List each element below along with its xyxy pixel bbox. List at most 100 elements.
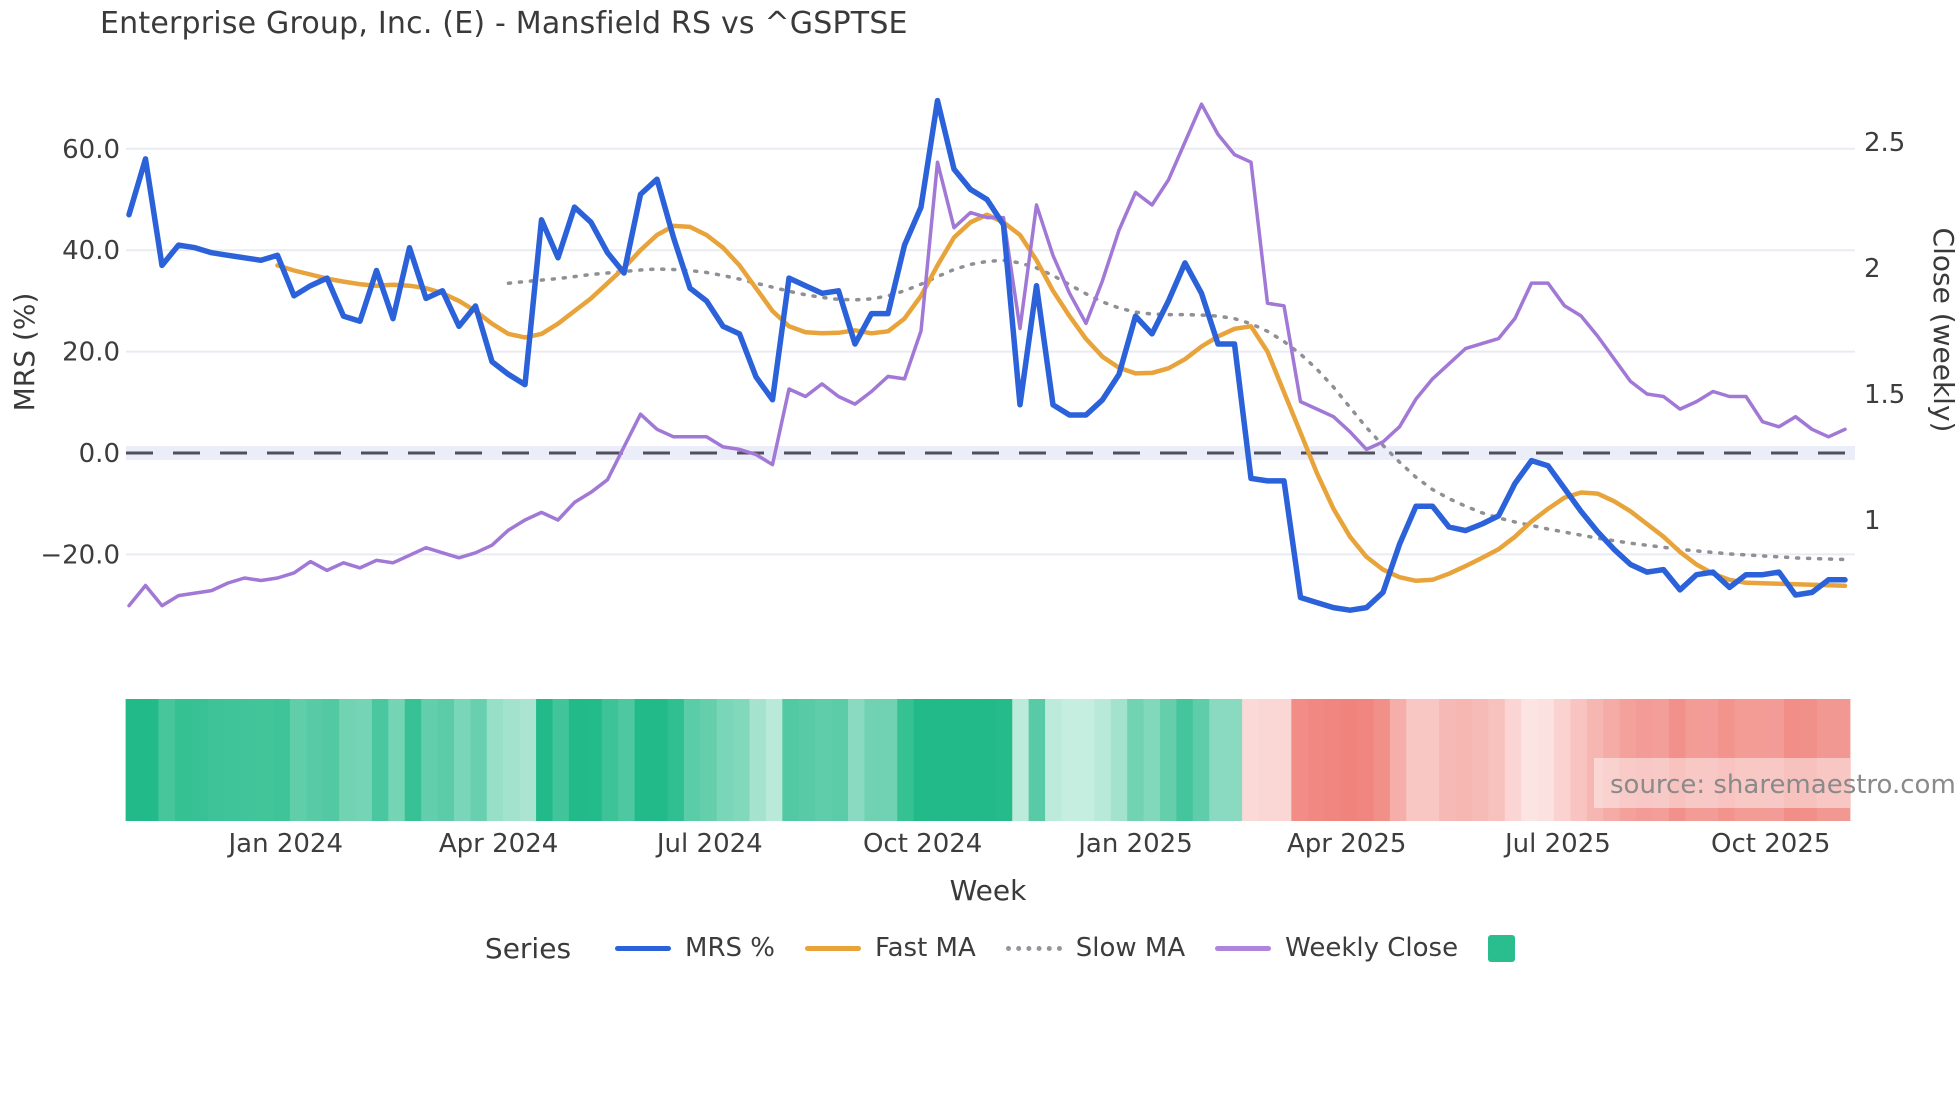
chart-canvas: 60.0 40.0 20.0 0.0 −20.0 2.5 2 1.5 1 Jan 2024 Apr … [8,97,1960,907]
heatmap-cell [601,699,619,821]
heatmap-cell [142,699,160,821]
heatmap-cell [1209,699,1227,821]
heatmap-cell [1504,699,1523,821]
legend-item-label: Slow MA [1075,933,1186,963]
heatmap-cell [618,699,636,821]
heatmap-cell [913,699,931,821]
heatmap-cell [995,699,1014,821]
heatmap-cell [207,699,225,821]
mrs--line [126,97,1848,613]
heatmap-cell [585,699,603,821]
heatmap-swatch-icon [1488,934,1516,962]
legend-title: Series [484,931,572,965]
y-left-tick-label: 60.0 [62,135,120,165]
heatmap-cell [1783,699,1802,821]
heatmap-cell [1094,699,1112,821]
heatmap-cell [1258,699,1276,821]
heatmap-cell [1357,699,1375,821]
heatmap-strip [125,699,1851,821]
heatmap-cell [1127,699,1145,821]
heatmap-cell [1701,699,1720,821]
heatmap-cell [1800,699,1818,821]
heatmap-cell [1225,699,1243,821]
heatmap-cell [1110,699,1128,821]
x-tick-label: Jul 2024 [655,829,763,859]
heatmap-cell [1488,699,1506,821]
heatmap-cell [306,699,324,821]
heatmap-cell [864,699,882,821]
x-tick-label: Jul 2025 [1503,829,1611,859]
heatmap-cell [1291,699,1309,821]
heatmap-cell [880,699,899,821]
legend-item-heatmap [1488,934,1516,962]
heatmap-cell [1324,699,1342,821]
heatmap-cell [1061,699,1079,821]
heatmap-cell [404,699,422,821]
y-left-tick-label: 40.0 [62,236,120,266]
chart-title: Enterprise Group, Inc. (E) - Mansfield R… [100,6,908,41]
heatmap-cell [1751,699,1769,821]
heatmap-cell [848,699,866,821]
heatmap-cell [733,699,751,821]
legend-item-label: Fast MA [875,933,976,963]
heatmap-cell [1521,699,1539,821]
legend: Series MRS % Fast MA Slow MA Weekly Clos… [80,922,1920,974]
heatmap-cell [962,699,981,821]
x-tick-label: Apr 2024 [439,829,558,859]
heatmap-cell [240,699,258,821]
source-note-backdrop [1594,758,1850,808]
heatmap-cell [897,699,915,821]
heatmap-cell [1439,699,1457,821]
series-lines [126,97,1848,613]
heatmap-cell [339,699,357,821]
mrs-line-swatch-icon [615,945,672,951]
heatmap-cell [1816,699,1834,821]
heatmap-cell [1373,699,1391,821]
heatmap-cell [1406,699,1424,821]
y-left-tick-label: 0.0 [79,439,120,469]
heatmap-cell [1077,699,1096,821]
heatmap-cell [1160,699,1178,821]
heatmap-cell [798,699,816,821]
x-tick-label: Apr 2025 [1287,829,1406,859]
y-right-tick-label: 2 [1864,254,1881,284]
heatmap-cell [1274,699,1293,821]
heatmap-cell [519,699,537,821]
heatmap-cell [289,699,308,821]
heatmap-cell [355,699,373,821]
heatmap-cell [1143,699,1161,821]
heatmap-cell [437,699,455,821]
heatmap-cell [1734,699,1752,821]
heatmap-cell [1668,699,1687,821]
fast-ma-line [275,212,1848,589]
heatmap-cell [125,699,143,821]
heatmap-cell [1603,699,1621,821]
heatmap-cell [1685,699,1703,821]
x-axis-title: Week [950,874,1027,907]
x-tick-label: Oct 2025 [1711,829,1830,859]
heatmap-cell [815,699,833,821]
heatmap-cell [634,699,652,821]
heatmap-cell [273,699,291,821]
heatmap-cell [191,699,209,821]
heatmap-cell [158,699,176,821]
heatmap-cell [1307,699,1325,821]
heatmap-cell [1045,699,1063,821]
heatmap-cell [224,699,242,821]
legend-item-weekly-close: Weekly Close [1215,933,1458,963]
x-tick-label: Jan 2024 [226,829,343,859]
source-note: source: sharemaestro.com [1610,770,1956,800]
weekly-close-line-swatch-icon [1215,945,1272,951]
weekly-close-line [127,102,1847,608]
heatmap-cell [568,699,587,821]
heatmap-cell [765,699,784,821]
heatmap-cell [1176,699,1194,821]
x-tick-label: Oct 2024 [863,829,982,859]
heatmap-cell [1455,699,1473,821]
heatmap-cell [1619,699,1637,821]
heatmap-cell [979,699,997,821]
y-right-tick-label: 2.5 [1864,128,1905,158]
heatmap-cell [651,699,669,821]
heatmap-cell [486,699,505,821]
y-left-axis-title: MRS (%) [8,293,41,412]
